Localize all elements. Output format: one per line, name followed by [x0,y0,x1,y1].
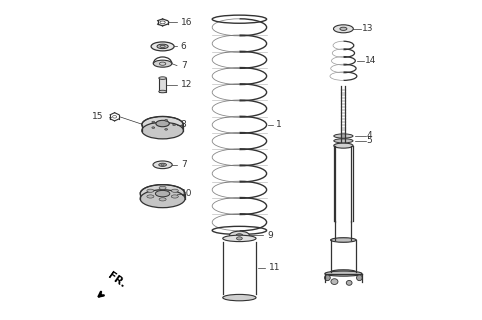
Ellipse shape [142,116,183,133]
Text: 14: 14 [365,56,376,65]
Ellipse shape [334,143,353,148]
Ellipse shape [340,27,347,30]
Text: FR.: FR. [106,271,128,290]
Ellipse shape [229,231,249,239]
Ellipse shape [334,139,353,143]
Ellipse shape [142,122,183,139]
Ellipse shape [171,189,178,192]
FancyBboxPatch shape [159,78,166,92]
Ellipse shape [159,90,166,93]
Ellipse shape [157,44,168,49]
Ellipse shape [152,127,155,128]
Text: 8: 8 [181,120,187,129]
Ellipse shape [173,124,175,126]
Ellipse shape [156,120,169,127]
Text: 7: 7 [181,160,187,169]
Ellipse shape [335,238,351,242]
Text: 10: 10 [181,189,192,198]
Ellipse shape [140,190,185,208]
Text: 7: 7 [181,61,187,70]
Ellipse shape [147,195,154,198]
Ellipse shape [223,294,256,301]
Ellipse shape [153,161,172,169]
Ellipse shape [331,238,356,242]
Ellipse shape [331,279,338,284]
Ellipse shape [159,186,166,189]
Ellipse shape [236,234,242,237]
Ellipse shape [324,275,330,281]
Ellipse shape [223,235,256,242]
Ellipse shape [152,121,155,123]
Text: 6: 6 [181,42,187,51]
Ellipse shape [346,280,352,285]
Text: 9: 9 [267,231,273,240]
Ellipse shape [155,190,170,197]
Ellipse shape [334,134,353,138]
Ellipse shape [159,77,166,79]
Ellipse shape [151,42,174,51]
Ellipse shape [334,25,353,33]
Ellipse shape [159,198,166,201]
Ellipse shape [165,119,168,121]
Text: 11: 11 [269,263,281,273]
Ellipse shape [140,185,185,203]
Ellipse shape [331,270,356,274]
Text: 16: 16 [181,18,192,27]
Ellipse shape [165,129,168,130]
Text: 5: 5 [367,136,373,145]
Ellipse shape [237,237,242,240]
Text: 12: 12 [181,80,192,89]
Text: 4: 4 [367,132,373,140]
Text: 15: 15 [92,112,104,121]
Ellipse shape [357,275,362,281]
Ellipse shape [159,163,166,166]
Ellipse shape [147,189,154,192]
Text: 1: 1 [276,120,282,129]
Ellipse shape [171,195,178,198]
Text: 13: 13 [362,24,374,33]
Ellipse shape [325,271,362,276]
Ellipse shape [153,60,172,67]
